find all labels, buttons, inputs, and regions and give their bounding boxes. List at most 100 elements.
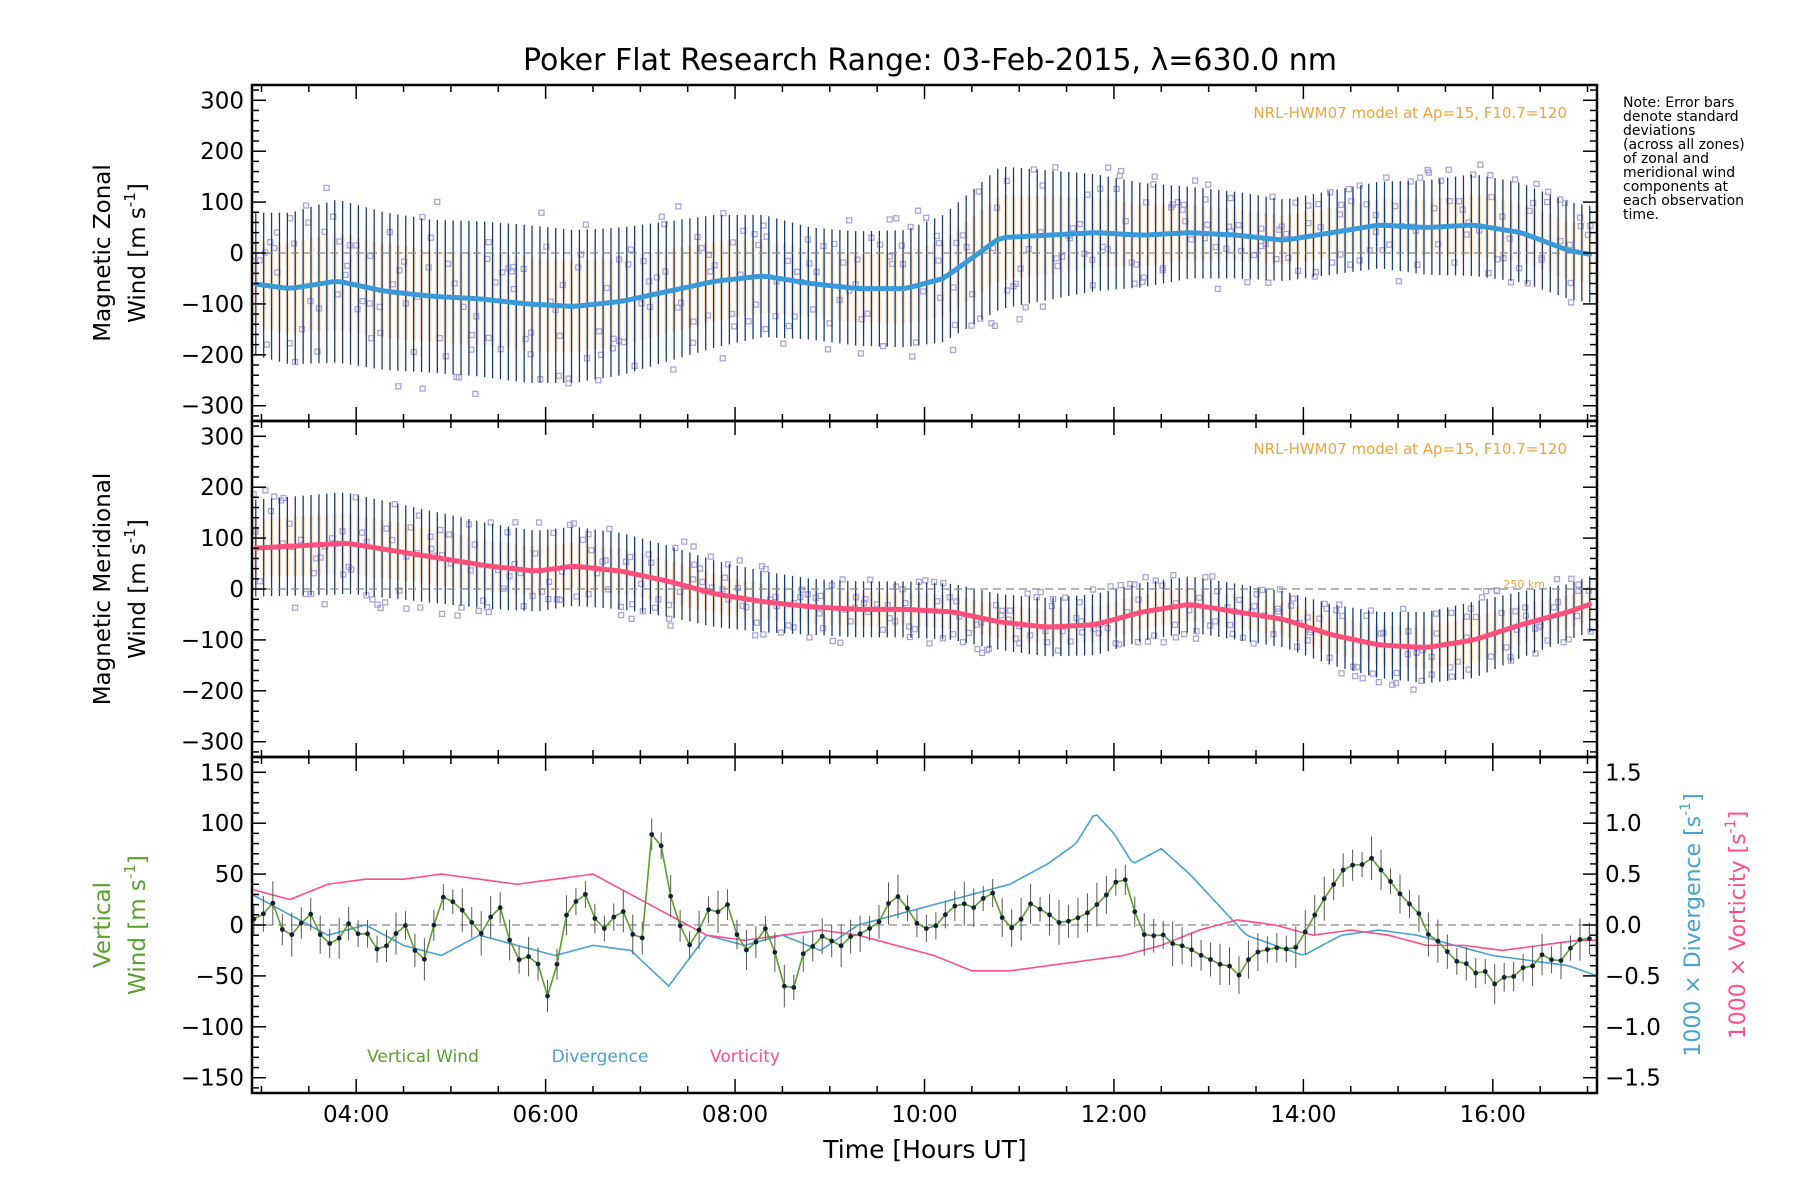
vertical-wind-point xyxy=(1388,879,1393,884)
zone-wind-point xyxy=(396,267,403,274)
mean-wind-line xyxy=(255,540,1591,650)
zone-wind-point xyxy=(745,318,752,325)
mean-wind-point xyxy=(1342,228,1348,233)
zone-wind-point xyxy=(330,213,337,220)
divergence-line xyxy=(251,814,1598,988)
vertical-wind-point xyxy=(1416,911,1422,917)
zone-wind-point xyxy=(625,261,632,268)
mean-wind-point xyxy=(1240,610,1245,616)
zone-wind-point xyxy=(506,573,513,580)
mean-wind-point xyxy=(608,300,614,305)
mean-wind-point xyxy=(1011,621,1016,626)
y-tick-label: 300 xyxy=(200,88,244,114)
vertical-wind-point xyxy=(1189,947,1195,953)
vertical-wind-point xyxy=(374,946,380,952)
mean-wind-point xyxy=(569,304,574,309)
mean-wind-point xyxy=(285,285,290,291)
zone-wind-point xyxy=(1338,670,1345,677)
vertical-wind-point xyxy=(1047,912,1052,918)
mean-wind-point xyxy=(742,275,748,281)
zone-wind-point xyxy=(545,595,552,603)
mean-wind-point xyxy=(356,283,361,288)
zone-wind-point xyxy=(1459,206,1466,213)
zone-wind-point xyxy=(1004,287,1011,294)
mean-wind-point xyxy=(490,564,495,569)
vertical-wind-point xyxy=(1293,944,1299,950)
y-tick-label: 150 xyxy=(200,760,244,786)
mean-wind-point xyxy=(1169,604,1174,610)
x-tick-label: 04:00 xyxy=(323,1102,389,1128)
zone-wind-point xyxy=(1058,253,1066,260)
vertical-wind-point xyxy=(488,914,494,920)
zone-wind-point xyxy=(1568,575,1575,582)
mean-wind-point xyxy=(1382,222,1387,228)
zone-wind-point xyxy=(1180,201,1188,209)
mean-wind-point xyxy=(1279,237,1285,243)
zone-wind-point xyxy=(975,188,982,195)
zone-wind-point xyxy=(1305,202,1312,209)
vertical-wind-point xyxy=(583,891,588,897)
mean-wind-point xyxy=(363,284,369,290)
zone-wind-point xyxy=(914,207,922,214)
vertical-wind-point xyxy=(1141,932,1147,937)
mean-wind-point xyxy=(948,271,953,276)
mean-wind-point xyxy=(387,547,393,553)
mean-wind-point xyxy=(1066,231,1072,237)
mean-wind-point xyxy=(1366,640,1372,646)
mean-wind-point xyxy=(1058,624,1064,629)
mean-wind-point xyxy=(285,544,290,549)
note-line: Note: Error bars xyxy=(1623,95,1734,111)
vertical-wind-point xyxy=(914,920,920,926)
zone-wind-point xyxy=(993,204,1001,211)
vertical-wind-point xyxy=(459,907,465,913)
mean-wind-point xyxy=(679,582,685,588)
vertical-wind-point xyxy=(384,943,389,949)
mean-wind-point xyxy=(356,542,361,548)
vertical-wind-point xyxy=(1511,973,1517,979)
mean-wind-point xyxy=(1176,603,1182,609)
mean-wind-point xyxy=(877,286,882,291)
vertical-wind-point xyxy=(298,920,304,926)
zone-wind-point xyxy=(1172,634,1180,641)
zone-wind-point xyxy=(1451,259,1458,266)
vertical-wind-point xyxy=(1009,925,1015,931)
vertical-wind-point xyxy=(753,939,759,945)
zone-wind-point xyxy=(555,372,562,380)
mean-wind-point xyxy=(1437,643,1443,648)
zone-wind-point xyxy=(1566,241,1573,248)
vertical-wind-point xyxy=(1028,901,1033,907)
mean-wind-point xyxy=(1279,616,1285,622)
vertical-wind-point xyxy=(308,911,314,917)
mean-wind-point xyxy=(1232,232,1237,238)
zone-wind-point xyxy=(1311,273,1318,280)
zone-wind-point xyxy=(1127,580,1134,588)
mean-wind-point xyxy=(332,541,338,547)
note-line: meridional wind xyxy=(1623,165,1735,181)
y-tick-label: −200 xyxy=(181,679,244,705)
mean-wind-point xyxy=(987,242,993,248)
mean-wind-point xyxy=(908,607,914,612)
mean-wind-point xyxy=(640,573,645,579)
vertical-wind-point xyxy=(1454,958,1460,964)
zone-wind-point xyxy=(585,531,592,538)
zone-wind-point xyxy=(256,257,263,264)
mean-wind-point xyxy=(1540,616,1545,622)
zone-wind-point xyxy=(1347,261,1354,268)
zone-wind-point xyxy=(1584,231,1592,239)
zone-wind-point xyxy=(1107,583,1114,590)
legend-vertical-wind: Vertical Wind xyxy=(367,1047,479,1067)
vertical-wind-point xyxy=(791,985,797,990)
x-axis-label: Time [Hours UT] xyxy=(822,1135,1026,1164)
zone-wind-point xyxy=(638,580,645,588)
zone-wind-point xyxy=(840,259,847,266)
vertical-wind-point xyxy=(639,935,645,941)
mean-wind-point xyxy=(403,550,409,556)
mean-wind-point xyxy=(1571,249,1577,254)
mean-wind-point xyxy=(656,291,661,296)
zone-wind-point xyxy=(1333,607,1340,614)
y-tick-label: −200 xyxy=(181,343,244,369)
vertical-wind-point xyxy=(1227,963,1232,969)
mean-wind-point xyxy=(1208,605,1214,610)
mean-wind-point xyxy=(482,297,487,302)
zone-wind-point xyxy=(1448,609,1455,617)
